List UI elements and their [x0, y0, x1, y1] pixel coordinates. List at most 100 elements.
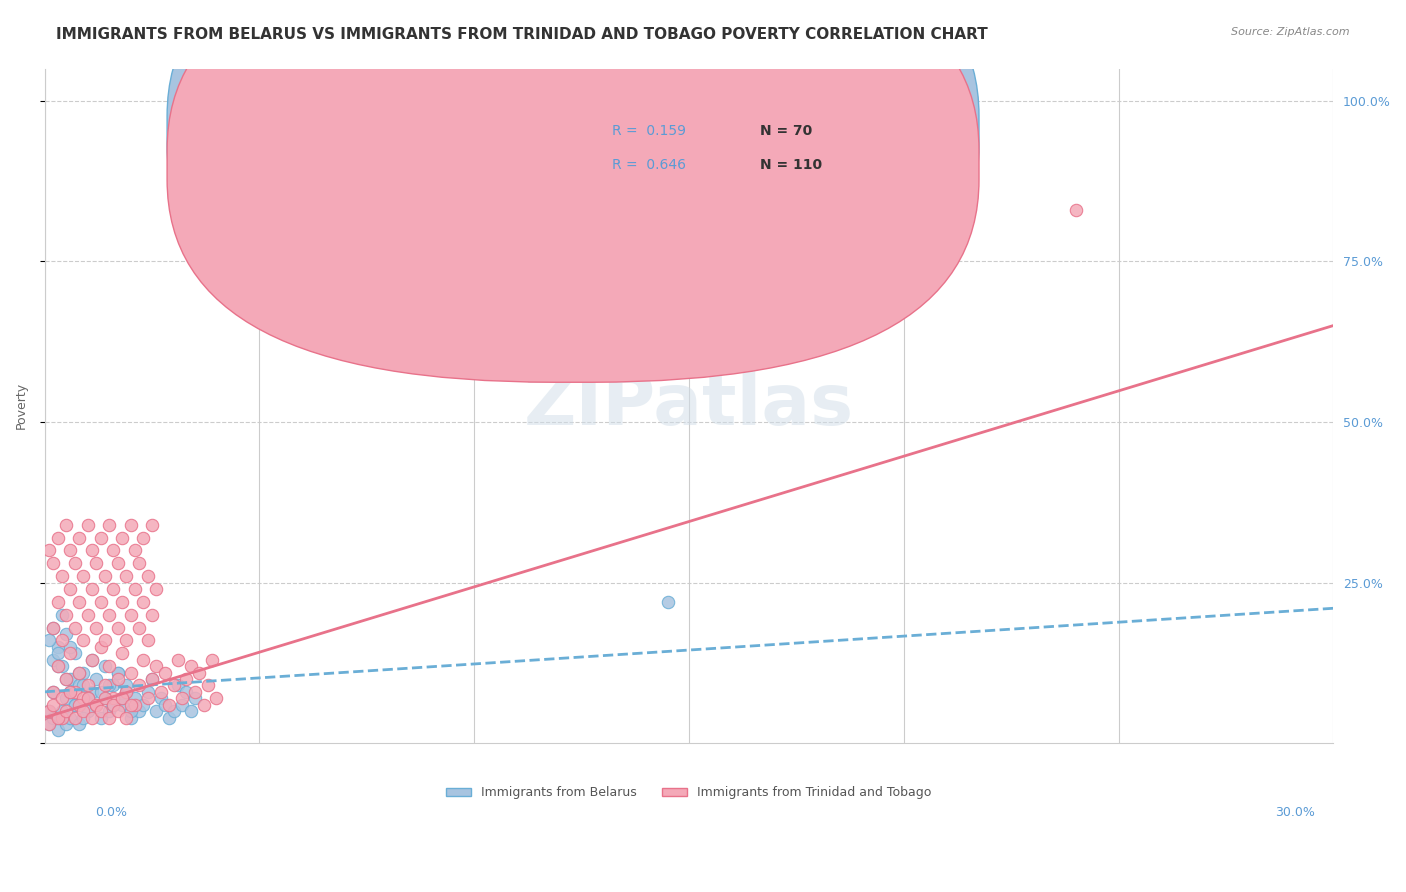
Point [128, 556, 150, 570]
Point [132, 595, 155, 609]
Point [128, 621, 150, 635]
Point [157, 698, 180, 712]
Point [115, 710, 138, 724]
Point [103, 582, 125, 596]
Text: N = 70: N = 70 [759, 124, 813, 138]
Point [141, 672, 163, 686]
Point [38, 704, 60, 718]
Point [107, 665, 129, 680]
Point [111, 691, 134, 706]
Point [46, 646, 69, 660]
Text: R =  0.159: R = 0.159 [612, 124, 686, 138]
Point [59, 543, 82, 558]
Point [197, 678, 219, 692]
Point [166, 678, 188, 692]
Point [72, 678, 94, 692]
Point [120, 665, 142, 680]
Point [184, 685, 207, 699]
Point [149, 691, 172, 706]
Point [94, 691, 117, 706]
Point [67, 665, 90, 680]
Point [76, 607, 98, 622]
Point [63, 710, 86, 724]
Point [42, 685, 65, 699]
Point [107, 672, 129, 686]
Point [111, 698, 134, 712]
Point [136, 633, 159, 648]
Point [51, 710, 73, 724]
Point [42, 621, 65, 635]
Point [76, 678, 98, 692]
Point [141, 672, 163, 686]
Point [38, 717, 60, 731]
Point [76, 517, 98, 532]
Point [46, 723, 69, 738]
Point [76, 691, 98, 706]
Point [115, 569, 138, 583]
Point [59, 640, 82, 654]
Point [176, 672, 198, 686]
Point [46, 640, 69, 654]
Point [84, 621, 107, 635]
Point [55, 717, 77, 731]
Point [132, 531, 155, 545]
Point [120, 698, 142, 712]
Point [80, 543, 103, 558]
FancyBboxPatch shape [167, 0, 979, 349]
Point [46, 710, 69, 724]
Point [111, 531, 134, 545]
Point [51, 569, 73, 583]
Point [115, 678, 138, 692]
Point [120, 710, 142, 724]
Point [38, 543, 60, 558]
Point [103, 543, 125, 558]
Point [180, 659, 202, 673]
Point [115, 685, 138, 699]
Point [124, 582, 146, 596]
Point [84, 698, 107, 712]
Point [42, 556, 65, 570]
Point [98, 607, 121, 622]
Point [94, 691, 117, 706]
Point [84, 556, 107, 570]
Point [72, 710, 94, 724]
Text: 30.0%: 30.0% [1275, 806, 1315, 819]
Point [80, 582, 103, 596]
Point [120, 704, 142, 718]
Point [111, 646, 134, 660]
Text: N = 110: N = 110 [759, 158, 823, 172]
Point [51, 710, 73, 724]
Point [124, 698, 146, 712]
Y-axis label: Poverty: Poverty [15, 383, 28, 429]
Point [46, 659, 69, 673]
Point [76, 691, 98, 706]
Point [136, 691, 159, 706]
Point [98, 704, 121, 718]
Point [72, 633, 94, 648]
Point [94, 659, 117, 673]
Point [55, 607, 77, 622]
Point [128, 704, 150, 718]
Point [63, 685, 86, 699]
Point [51, 704, 73, 718]
Point [166, 653, 188, 667]
Point [67, 698, 90, 712]
Point [153, 698, 176, 712]
Point [193, 698, 215, 712]
Point [205, 691, 228, 706]
Point [38, 717, 60, 731]
Point [107, 704, 129, 718]
Point [124, 543, 146, 558]
Text: Source: ZipAtlas.com: Source: ZipAtlas.com [1232, 27, 1350, 37]
Point [103, 698, 125, 712]
Point [67, 717, 90, 731]
Point [89, 710, 111, 724]
Point [201, 653, 224, 667]
Point [55, 704, 77, 718]
Point [59, 685, 82, 699]
Point [67, 665, 90, 680]
Point [153, 665, 176, 680]
Point [149, 685, 172, 699]
Point [55, 627, 77, 641]
Point [55, 672, 77, 686]
